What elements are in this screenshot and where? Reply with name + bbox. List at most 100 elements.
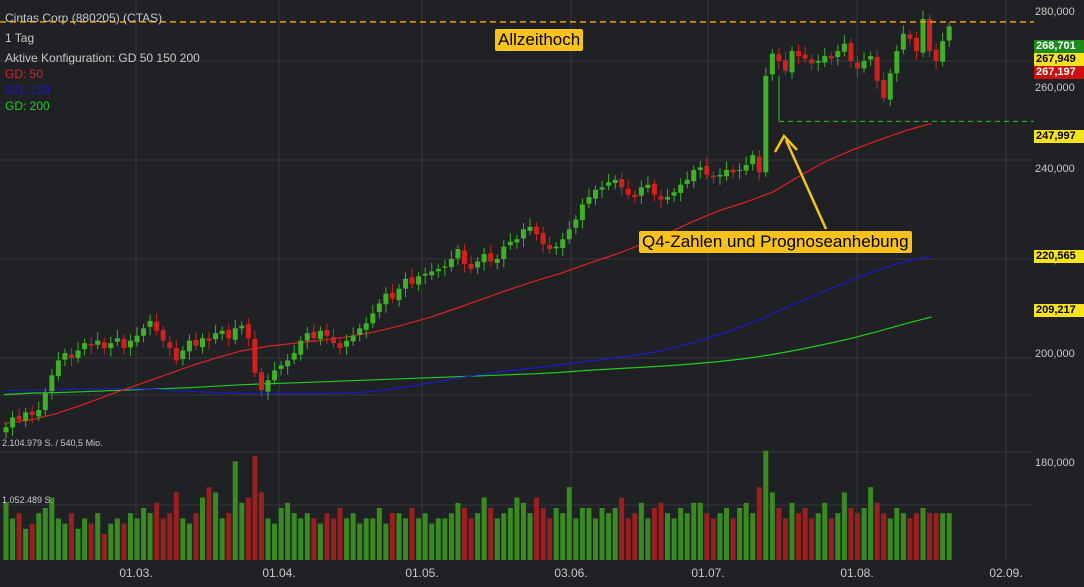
candle-body [180, 350, 186, 359]
candle-body [357, 328, 363, 335]
legend-gd150[interactable]: GD: 150 [5, 83, 50, 97]
volume-bar [383, 523, 389, 560]
candle-body [887, 73, 893, 100]
candle-body [258, 372, 264, 391]
volume-bar [861, 508, 867, 560]
arrow-shaft [784, 139, 828, 230]
volume-bar [809, 518, 815, 560]
x-tick: 01.05. [405, 566, 439, 580]
volume-bar [3, 502, 9, 560]
candle-body [344, 340, 350, 347]
x-tick: 03.06. [554, 566, 588, 580]
candle-body [245, 324, 251, 339]
volume-bar [828, 518, 834, 560]
price-tag-ath: 267,949 [1034, 53, 1084, 66]
candle-body [920, 18, 926, 53]
volume-bar [684, 513, 690, 560]
volume-bar [697, 502, 703, 560]
candle-body [219, 330, 225, 334]
volume-bar [82, 518, 88, 560]
candle-body [272, 370, 278, 381]
candle-body [710, 175, 716, 178]
volume-bar [782, 518, 788, 560]
candle-body [36, 409, 42, 417]
volume-bar [285, 502, 291, 560]
candle-body [697, 167, 703, 170]
candle-body [599, 187, 605, 190]
candles [3, 10, 952, 439]
candle-body [108, 343, 114, 349]
annotation-arrow [773, 133, 828, 230]
legend-gd200[interactable]: GD: 200 [5, 99, 50, 113]
candle-body [855, 62, 860, 69]
volume-bar [298, 518, 304, 560]
volume-bar [573, 518, 579, 560]
candle-body [553, 246, 559, 249]
volume-bar [331, 518, 336, 560]
candle-body [704, 165, 710, 175]
x-tick: 01.04. [262, 566, 296, 580]
price-tag-last: 267,197 [1034, 66, 1084, 79]
volume-bar [62, 523, 68, 560]
x-tick: 01.03. [119, 566, 153, 580]
candle-body [481, 254, 487, 263]
candle-body [311, 331, 317, 339]
volume-bar [114, 518, 120, 560]
volume-bar [625, 518, 631, 560]
candle-body [298, 340, 304, 355]
candle-body [141, 328, 147, 336]
candle-body [507, 241, 513, 246]
volume-bar [638, 502, 644, 560]
volume-bar [750, 513, 756, 560]
candle-body [750, 155, 756, 165]
y-tick: 260,000 [1035, 82, 1075, 94]
candle-body [252, 338, 258, 373]
volume-bar [219, 518, 225, 560]
volume-bar [101, 534, 107, 560]
volume-bar [494, 518, 500, 560]
volume-bar [855, 513, 860, 560]
volume-bar [737, 508, 743, 560]
candle-body [828, 56, 834, 59]
volume-bar [154, 502, 160, 560]
candle-body [147, 320, 153, 327]
volume-bar [514, 497, 520, 560]
candle-body [455, 249, 461, 259]
candle-body [193, 339, 199, 346]
volume-bar [317, 523, 323, 560]
candle-body [370, 313, 376, 324]
candle-body [651, 184, 657, 195]
volume-bar [802, 508, 808, 560]
candle-body [75, 350, 81, 358]
volume-bar [121, 523, 127, 560]
candle-body [946, 26, 952, 41]
volume-bar [593, 518, 598, 560]
candle-body [743, 164, 749, 171]
candle-body [848, 42, 854, 61]
volume-bar [291, 513, 297, 560]
volume-bar [239, 502, 245, 560]
legend-gd50[interactable]: GD: 50 [5, 67, 44, 81]
volume-bar [815, 513, 821, 560]
volume-bar [710, 518, 716, 560]
volume-bar [599, 508, 605, 560]
volume-bar [619, 497, 625, 560]
volume-bar [141, 508, 147, 560]
y-tick: 240,000 [1035, 163, 1075, 175]
volume-bar [16, 513, 22, 560]
candle-body [678, 184, 684, 193]
candle-body [579, 204, 585, 221]
volume-bar [265, 518, 271, 560]
candle-body [265, 380, 271, 392]
annotation-q4: Q4-Zahlen und Prognoseanhebung [639, 231, 912, 253]
volume-bar [357, 523, 363, 560]
volume-bar [108, 523, 114, 560]
candle-body [435, 268, 441, 272]
volume-bar [946, 513, 952, 560]
volume-bar [324, 513, 330, 560]
candle-body [756, 156, 762, 173]
candle-body [769, 53, 775, 75]
candle-body [822, 56, 828, 63]
candle-body [23, 412, 29, 421]
volume-bar [501, 513, 507, 560]
